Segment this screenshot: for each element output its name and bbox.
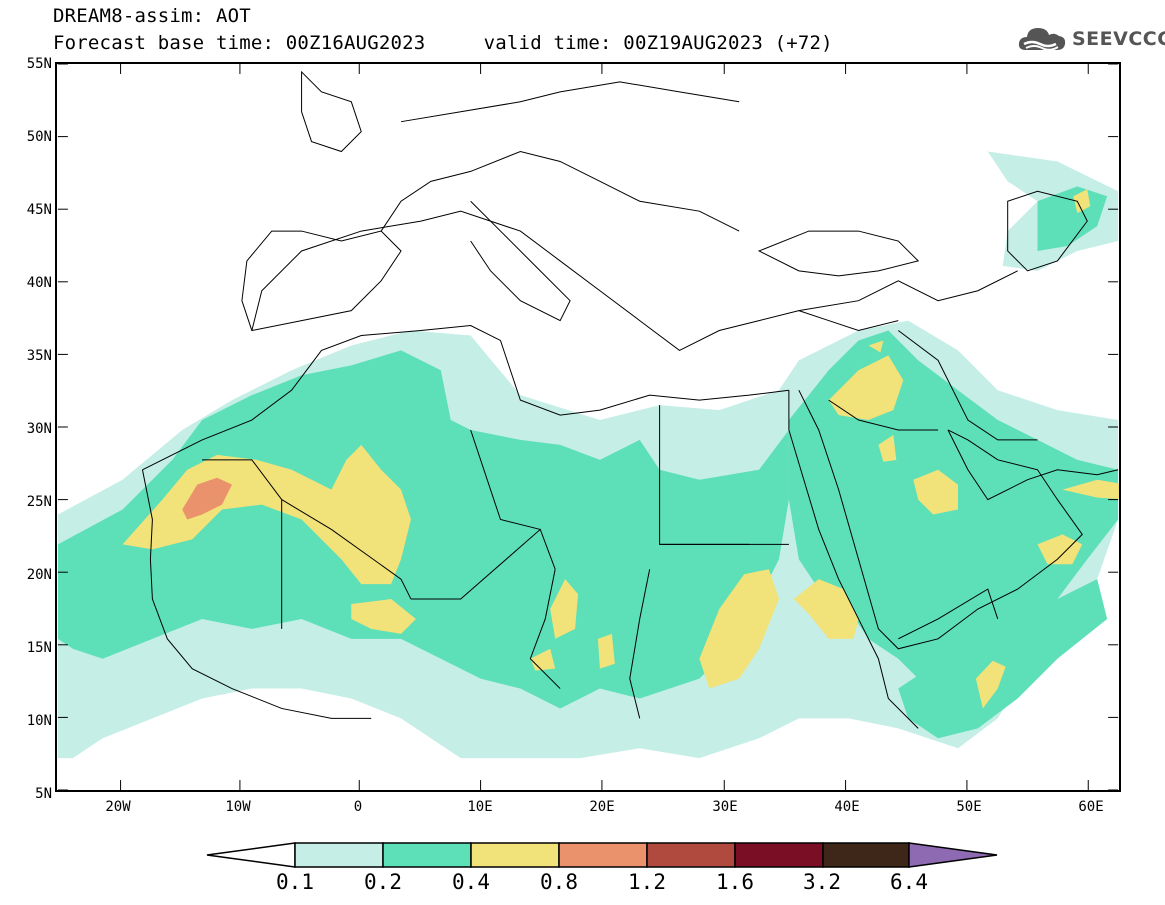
colorbar-label-6-4: 6.4 bbox=[890, 870, 928, 894]
colorbar-segment-1-6 bbox=[734, 842, 824, 868]
map-title: DREAM8-assim: AOT bbox=[53, 5, 251, 27]
aot-0-4-pakistan bbox=[1062, 479, 1119, 500]
map-area bbox=[55, 62, 1121, 792]
colorbar-segment-0-8 bbox=[558, 842, 648, 868]
colorbar-segment-0-1 bbox=[294, 842, 384, 868]
lat-label-55n: 55N bbox=[26, 56, 52, 72]
aot-0-8-western-sahara bbox=[182, 477, 232, 520]
aot-layer-0-4 bbox=[122, 189, 1119, 709]
colorbar-segment-0-2 bbox=[382, 842, 472, 868]
colorbar-label-1-6: 1.6 bbox=[716, 870, 754, 894]
lat-label-20n: 20N bbox=[26, 567, 52, 583]
lon-label-60e: 60E bbox=[1078, 799, 1104, 815]
lat-label-50n: 50N bbox=[26, 129, 52, 145]
aot-0-4-chad-east bbox=[597, 633, 615, 669]
aot-0-4-iraq bbox=[828, 355, 904, 421]
colorbar-segment-1-2 bbox=[646, 842, 736, 868]
lat-label-45n: 45N bbox=[26, 202, 52, 218]
aot-0-4-saudi bbox=[878, 434, 897, 462]
seevccc-logo: SEEVCCC bbox=[1016, 22, 1165, 56]
aot-0-4-yemen bbox=[975, 660, 1006, 709]
border-iran bbox=[897, 330, 1038, 441]
coastline-west-africa bbox=[141, 469, 372, 719]
border-iraq bbox=[828, 399, 939, 431]
coastline-italy bbox=[470, 200, 571, 322]
coastline-iran-pakistan bbox=[1027, 469, 1119, 481]
border-europe-north bbox=[400, 81, 740, 123]
lat-label-25n: 25N bbox=[26, 494, 52, 510]
forecast-time-line: Forecast base time: 00Z16AUG2023 valid t… bbox=[53, 32, 833, 54]
lat-label-35n: 35N bbox=[26, 348, 52, 364]
lon-label-20e: 20E bbox=[589, 799, 615, 815]
colorbar-label-0-8: 0.8 bbox=[540, 870, 578, 894]
lat-label-10n: 10N bbox=[26, 713, 52, 729]
country-borders bbox=[141, 70, 1119, 729]
border-europe-internal bbox=[380, 150, 740, 232]
colorbar-segment-3-2 bbox=[822, 842, 910, 868]
colorbar-segment-0-4 bbox=[470, 842, 560, 868]
lon-label-10e: 10E bbox=[467, 799, 493, 815]
aot-0-4-oman bbox=[1037, 534, 1083, 565]
aot-0-4-caspian bbox=[1073, 189, 1091, 214]
coastline-north-africa bbox=[142, 325, 789, 471]
lon-label-10w: 10W bbox=[225, 799, 251, 815]
colorbar-arrow-low bbox=[206, 842, 296, 868]
border-sudan bbox=[629, 569, 651, 719]
coastline-black-sea bbox=[757, 230, 920, 277]
aot-0-4-chad bbox=[550, 579, 579, 639]
lon-label-50e: 50E bbox=[956, 799, 982, 815]
border-algeria-libya bbox=[470, 429, 541, 530]
coastline-britain bbox=[301, 70, 362, 153]
aot-0-2-east-africa bbox=[898, 579, 1108, 739]
coastline-europe-south bbox=[251, 210, 1018, 352]
coastline-iberia bbox=[241, 230, 402, 332]
colorbar-arrow-high bbox=[908, 842, 998, 868]
lon-label-30e: 30E bbox=[712, 799, 738, 815]
aot-layer-0-8 bbox=[182, 477, 232, 520]
colorbar-label-3-2: 3.2 bbox=[803, 870, 841, 894]
lon-label-0: 0 bbox=[353, 799, 363, 815]
colorbar-label-1-2: 1.2 bbox=[628, 870, 666, 894]
aot-0-4-iraq-north bbox=[868, 340, 884, 353]
lat-label-15n: 15N bbox=[26, 640, 52, 656]
aot-0-4-uae bbox=[913, 469, 958, 515]
border-chad bbox=[529, 569, 561, 689]
lon-label-20w: 20W bbox=[105, 799, 131, 815]
lat-label-30n: 30N bbox=[26, 421, 52, 437]
colorbar-label-0-2: 0.2 bbox=[364, 870, 402, 894]
aot-0-4-sudan bbox=[699, 569, 779, 689]
lat-label-5n: 5N bbox=[35, 786, 52, 802]
aot-0-2-west-africa bbox=[57, 350, 789, 709]
grid-ticks bbox=[57, 64, 1119, 790]
border-niger bbox=[410, 528, 556, 600]
coastline-caspian bbox=[1007, 190, 1088, 272]
logo-text: SEEVCCC bbox=[1072, 28, 1165, 50]
aot-0-4-niger bbox=[351, 599, 416, 634]
aot-layer-0-2 bbox=[57, 186, 1119, 739]
colorbar-label-0-1: 0.1 bbox=[276, 870, 314, 894]
aot-map bbox=[57, 64, 1119, 790]
lat-label-40n: 40N bbox=[26, 275, 52, 291]
lon-label-40e: 40E bbox=[834, 799, 860, 815]
border-saudi-yemen bbox=[898, 588, 999, 640]
aot-0-2-arabia bbox=[788, 330, 1119, 699]
cloud-icon bbox=[1018, 28, 1066, 51]
border-mauritania bbox=[202, 459, 283, 629]
aot-0-4-red-sea bbox=[793, 579, 859, 639]
colorbar bbox=[206, 842, 998, 868]
aot-0-2-caspian bbox=[1037, 186, 1108, 251]
colorbar-label-0-4: 0.4 bbox=[452, 870, 490, 894]
coastline-red-sea bbox=[788, 390, 919, 729]
coastline-persian-gulf bbox=[947, 429, 1028, 501]
border-turkey-syria bbox=[798, 310, 899, 332]
border-mali bbox=[281, 499, 412, 600]
aot-0-4-morocco bbox=[122, 444, 411, 585]
coastline-arabia bbox=[798, 389, 1083, 650]
